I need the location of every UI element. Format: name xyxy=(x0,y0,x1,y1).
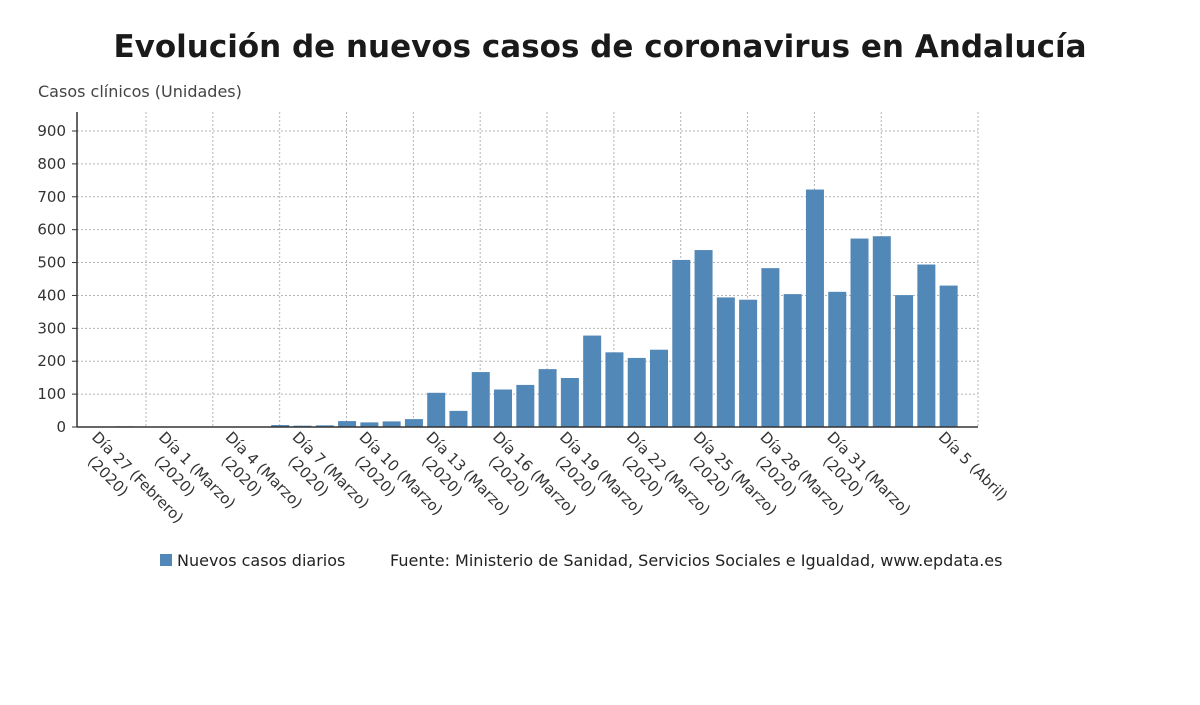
y-tick-label: 300 xyxy=(37,319,66,337)
bar xyxy=(650,349,668,427)
bar xyxy=(716,297,735,427)
source-note: Fuente: Ministerio de Sanidad, Servicios… xyxy=(390,551,1002,570)
bar xyxy=(583,335,602,427)
x-tick-label: Día 5 (Abril) xyxy=(935,428,1011,504)
bar xyxy=(739,299,758,427)
bar xyxy=(315,425,334,427)
bar xyxy=(271,425,290,427)
bar xyxy=(494,389,513,427)
y-tick-labels: 0 100 200 300 400 500 600 700 800 900 xyxy=(37,122,66,436)
bar xyxy=(338,421,357,427)
bar xyxy=(471,372,490,427)
y-tick-label: 900 xyxy=(37,122,66,140)
x-tick-label: Día 31 (Marzo)(2020) xyxy=(809,428,914,533)
bar xyxy=(917,264,936,427)
bar xyxy=(404,419,423,427)
bar xyxy=(516,384,535,427)
bar xyxy=(828,291,847,427)
bar xyxy=(627,357,646,427)
bar xyxy=(538,369,557,427)
legend-swatch xyxy=(160,554,172,566)
y-tick-label: 0 xyxy=(56,418,66,436)
bar xyxy=(360,422,379,427)
bar xyxy=(694,250,713,427)
bar xyxy=(895,295,914,427)
y-tick-label: 200 xyxy=(37,352,66,370)
bar xyxy=(449,410,468,427)
y-tick-label: 800 xyxy=(37,155,66,173)
axes xyxy=(72,112,978,428)
bar xyxy=(805,189,824,427)
y-tick-label: 500 xyxy=(37,254,66,272)
bar xyxy=(427,392,446,427)
grid-lines xyxy=(77,112,979,427)
bar xyxy=(783,294,802,427)
y-tick-label: 100 xyxy=(37,385,66,403)
chart-title: Evolución de nuevos casos de coronavirus… xyxy=(113,29,1086,65)
y-axis-label: Casos clínicos (Unidades) xyxy=(38,82,242,101)
bar xyxy=(761,268,780,427)
bar xyxy=(872,236,891,427)
bar xyxy=(605,352,624,427)
legend: Nuevos casos diarios Fuente: Ministerio … xyxy=(160,551,1002,570)
y-tick-label: 600 xyxy=(37,221,66,239)
legend-label: Nuevos casos diarios xyxy=(177,551,345,570)
bars xyxy=(93,189,958,427)
x-tick-labels: Día 27 (Febrero)(2020) Día 1 (Marzo)(2020… xyxy=(84,428,1011,533)
bar xyxy=(850,238,869,427)
bar xyxy=(382,421,401,427)
y-tick-label: 700 xyxy=(37,188,66,206)
bar xyxy=(939,285,958,427)
bar xyxy=(560,377,579,427)
y-tick-label: 400 xyxy=(37,286,66,304)
bar xyxy=(672,259,691,427)
